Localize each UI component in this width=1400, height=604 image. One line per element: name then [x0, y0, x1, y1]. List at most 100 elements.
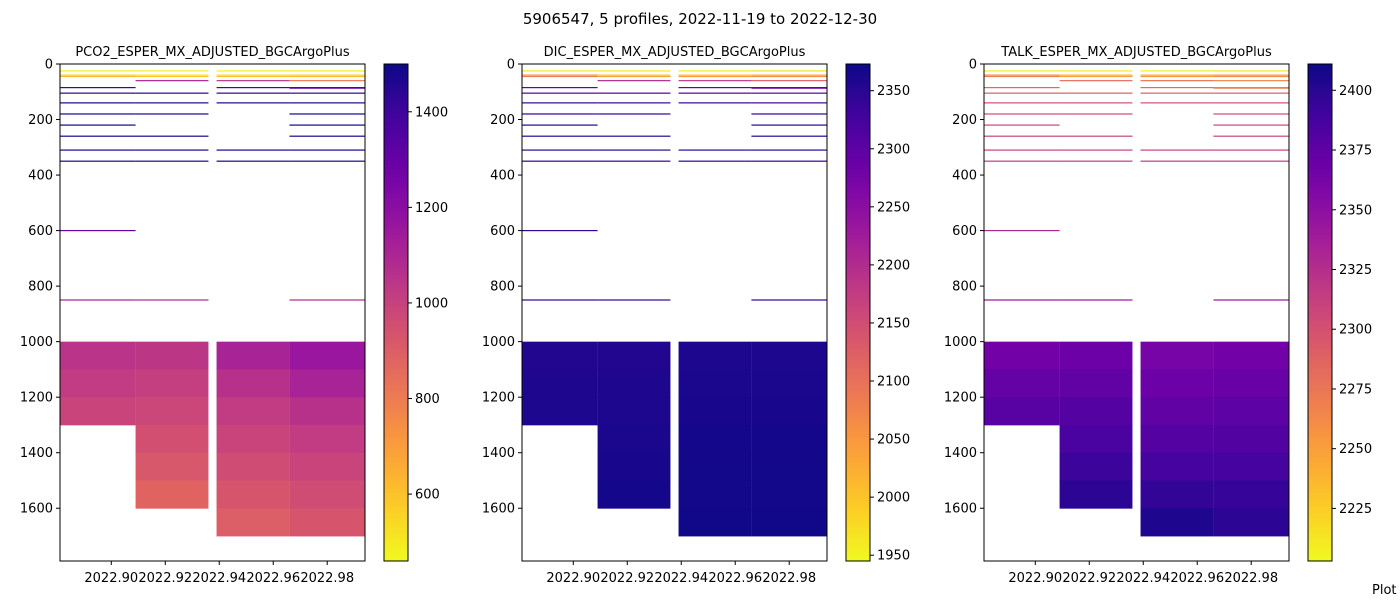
- data-cell: [289, 508, 365, 537]
- data-line: [1213, 102, 1289, 104]
- colorbar-tick-label: 2325: [1339, 263, 1372, 278]
- data-line: [1213, 92, 1289, 94]
- data-line: [522, 74, 598, 76]
- data-cell: [216, 397, 290, 426]
- data-line: [60, 113, 136, 115]
- data-cell: [135, 397, 209, 426]
- data-line: [216, 80, 290, 82]
- data-cell: [597, 341, 671, 370]
- y-tick-label: 1000: [20, 335, 53, 350]
- data-cell: [751, 341, 827, 370]
- y-tick-label: 0: [969, 58, 977, 73]
- data-line: [60, 70, 136, 72]
- data-line: [1213, 87, 1289, 89]
- colorbar-tick-label: 2350: [877, 84, 910, 99]
- data-cell: [1213, 508, 1289, 537]
- data-line: [984, 74, 1060, 76]
- data-line: [751, 92, 827, 94]
- data-cell: [135, 424, 209, 454]
- x-tick-label: 2022.96: [246, 571, 300, 586]
- x-tick-label: 2022.96: [708, 571, 762, 586]
- data-line: [289, 74, 365, 76]
- data-line: [1213, 124, 1289, 126]
- data-cell: [1140, 341, 1214, 370]
- data-line: [1140, 70, 1214, 72]
- data-cell: [1213, 341, 1289, 370]
- panel-2: DIC_ESPER_MX_ADJUSTED_BGCArgoPlus 0 200 400…: [482, 45, 910, 586]
- data-line: [1059, 160, 1133, 162]
- data-line: [135, 80, 209, 82]
- data-line: [60, 74, 136, 76]
- data-line: [597, 70, 671, 72]
- data-line: [135, 113, 209, 115]
- data-line: [135, 75, 209, 78]
- data-cell: [216, 341, 290, 370]
- data-cell: [678, 508, 752, 537]
- y-tick-label: 800: [28, 280, 53, 295]
- data-line: [1213, 299, 1289, 301]
- data-cell: [216, 480, 290, 509]
- data-line: [60, 102, 136, 104]
- data-line: [751, 113, 827, 115]
- data-line: [1213, 135, 1289, 137]
- colorbar-frame: [383, 63, 409, 562]
- data-line: [1213, 75, 1289, 78]
- data-line: [984, 75, 1060, 78]
- colorbar-tick-label: 1950: [877, 549, 910, 564]
- x-tick-label: 2022.90: [1008, 571, 1062, 586]
- data-line: [289, 160, 365, 162]
- data-line: [597, 102, 671, 104]
- data-line: [522, 87, 598, 89]
- data-line: [678, 70, 752, 72]
- colorbar: [846, 64, 870, 561]
- y-tick-label: 400: [490, 169, 515, 184]
- data-cell: [135, 480, 209, 509]
- data-line: [289, 113, 365, 115]
- x-tick-label: 2022.94: [654, 571, 708, 586]
- data-line: [1140, 160, 1214, 162]
- data-line: [678, 87, 752, 89]
- data-cell: [60, 341, 136, 370]
- data-cell: [1140, 369, 1214, 398]
- y-tick-label: 1200: [20, 391, 53, 406]
- colorbar-tick-label: 2225: [1339, 502, 1372, 517]
- data-line: [1140, 74, 1214, 76]
- data-line: [522, 299, 598, 301]
- data-line: [751, 70, 827, 72]
- data-line: [597, 113, 671, 115]
- colorbar-tick-label: 2050: [877, 433, 910, 448]
- data-cell: [289, 452, 365, 481]
- y-tick-label: 1400: [944, 446, 977, 461]
- data-cell: [1213, 369, 1289, 398]
- data-line: [135, 92, 209, 94]
- data-cell: [751, 369, 827, 398]
- data-line: [135, 74, 209, 76]
- colorbar-frame: [1307, 63, 1333, 562]
- data-cell: [597, 397, 671, 426]
- data-line: [751, 74, 827, 76]
- colorbar-frame: [845, 63, 871, 562]
- data-line: [1213, 74, 1289, 76]
- y-tick-label: 200: [952, 113, 977, 128]
- x-tick-label: 2022.90: [84, 571, 138, 586]
- data-line: [597, 92, 671, 94]
- colorbar-tick-label: 2000: [877, 491, 910, 506]
- y-tick-label: 400: [28, 169, 53, 184]
- data-line: [1140, 87, 1214, 89]
- data-line: [678, 149, 752, 151]
- data-line: [597, 299, 671, 301]
- data-cell: [678, 369, 752, 398]
- panel-1: PCO2_ESPER_MX_ADJUSTED_BGCArgoPlus 0 200 40…: [20, 45, 448, 586]
- data-line: [597, 149, 671, 151]
- data-line: [597, 74, 671, 76]
- data-cell: [678, 452, 752, 481]
- data-cell: [597, 369, 671, 398]
- colorbar-tick-label: 2150: [877, 316, 910, 331]
- data-cell: [597, 424, 671, 454]
- colorbar-tick-label: 1000: [415, 296, 448, 311]
- colorbar-tick-label: 600: [415, 488, 440, 503]
- x-tick-label: 2022.90: [546, 571, 600, 586]
- y-tick-label: 600: [952, 224, 977, 239]
- data-line: [984, 299, 1060, 301]
